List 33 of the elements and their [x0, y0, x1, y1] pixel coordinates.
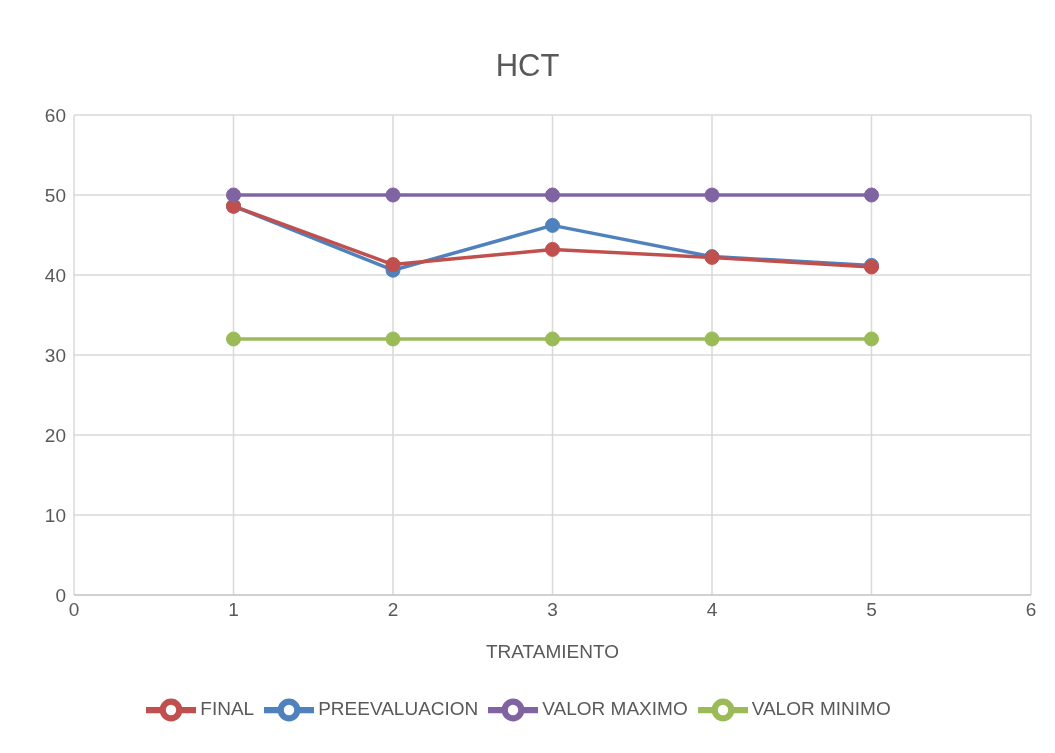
legend-label: FINAL: [200, 698, 255, 720]
point: [385, 187, 401, 203]
x-tick-label: 4: [706, 599, 718, 621]
x-axis-title: TRATAMIENTO: [486, 641, 619, 663]
point: [226, 187, 241, 203]
y-tick-label: 50: [44, 184, 66, 206]
y-tick-label: 30: [44, 344, 66, 366]
point: [704, 187, 720, 203]
y-tick-label: 60: [44, 104, 66, 126]
y-tick-label: 10: [44, 504, 66, 526]
point: [385, 331, 401, 347]
x-tick-label: 3: [547, 599, 558, 621]
point: [545, 241, 560, 257]
point: [704, 331, 720, 347]
legend-label: VALOR MAXIMO: [542, 698, 688, 720]
point: [385, 257, 401, 273]
legend-label: VALOR MINIMO: [751, 698, 891, 720]
x-tick-label: 0: [68, 599, 80, 621]
point: [226, 331, 241, 347]
point: [545, 187, 560, 203]
x-tick-label: 2: [387, 599, 399, 621]
point: [545, 217, 560, 233]
point: [545, 331, 560, 347]
point: [864, 187, 879, 203]
x-tick-label: 5: [866, 599, 877, 621]
y-tick-label: 20: [44, 424, 66, 446]
y-tick-label: 0: [55, 584, 66, 606]
chart-title: HCT: [494, 48, 561, 84]
x-tick-label: 1: [228, 599, 239, 621]
x-tick-label: 6: [1025, 599, 1037, 621]
legend-label: PREEVALUACION: [318, 698, 479, 720]
point: [864, 331, 879, 347]
y-tick-label: 40: [44, 264, 66, 286]
